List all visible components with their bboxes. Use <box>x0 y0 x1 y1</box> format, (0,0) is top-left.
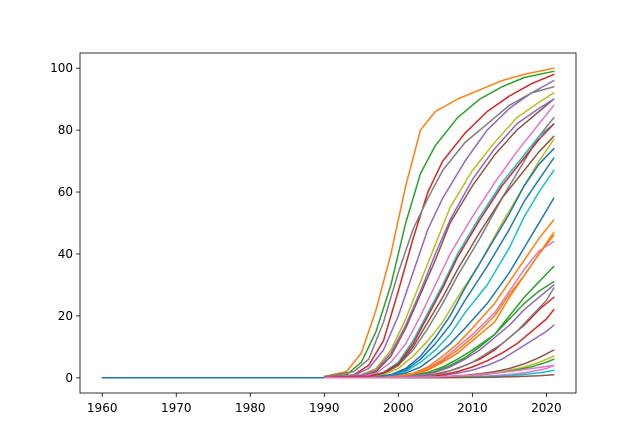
series-line <box>323 79 555 378</box>
series-line <box>323 147 555 379</box>
y-axis-ticks: 0 20 40 60 80 100 <box>50 61 80 385</box>
series-line <box>323 86 555 378</box>
x-tick-label: 1960 <box>87 401 118 415</box>
series-line <box>323 92 555 378</box>
series-line <box>323 169 555 379</box>
series-line <box>323 67 555 378</box>
plot-frame <box>79 52 577 394</box>
y-tick-label: 100 <box>50 61 73 75</box>
axes <box>79 52 577 394</box>
x-axis-ticks: 1960 1970 1980 1990 2000 2010 2020 <box>87 393 562 415</box>
series-line <box>323 70 555 378</box>
y-tick-label: 0 <box>65 371 73 385</box>
y-tick-label: 20 <box>58 309 73 323</box>
series-line <box>323 197 555 379</box>
series-line <box>323 231 555 379</box>
y-tick-label: 80 <box>58 123 73 137</box>
y-tick-label: 40 <box>58 247 73 261</box>
x-tick-label: 1970 <box>161 401 192 415</box>
x-tick-label: 2010 <box>457 401 488 415</box>
series-line <box>323 98 555 379</box>
x-tick-label: 2020 <box>531 401 562 415</box>
series-line <box>323 73 555 378</box>
series-line <box>323 123 555 379</box>
series-lines <box>101 67 555 379</box>
x-tick-label: 1990 <box>309 401 340 415</box>
series-line <box>323 364 555 379</box>
series-line <box>323 98 555 378</box>
series-line <box>323 373 555 379</box>
y-tick-label: 60 <box>58 185 73 199</box>
x-tick-label: 1980 <box>235 401 266 415</box>
series-line <box>323 104 555 379</box>
x-tick-label: 2000 <box>383 401 414 415</box>
